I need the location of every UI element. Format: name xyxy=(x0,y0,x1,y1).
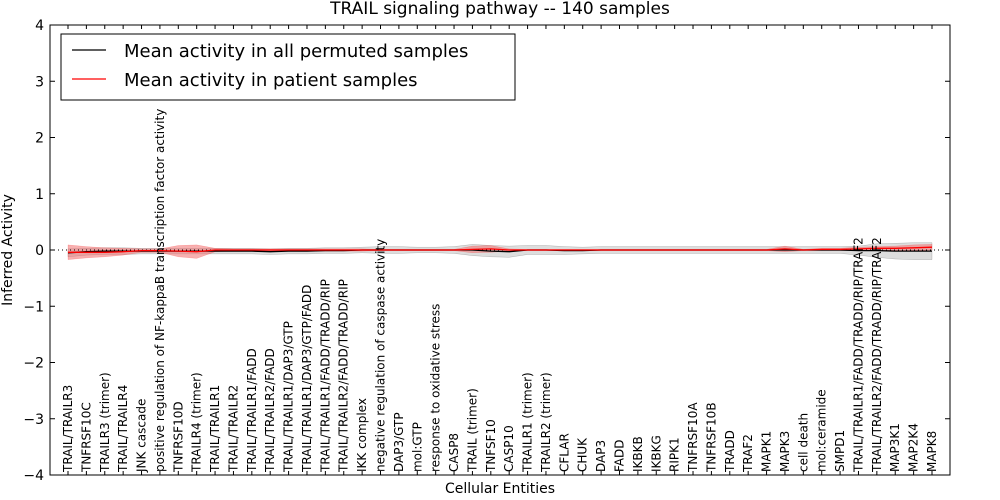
series-lines xyxy=(67,246,933,254)
x-tick-label: mol:GTP xyxy=(410,422,424,472)
x-tick-label: RIPK1 xyxy=(668,437,682,472)
y-axis: −4 −3 −2 −1 0 1 2 3 4 xyxy=(23,18,950,484)
x-tick-label: JNK cascade xyxy=(135,399,149,473)
y-tick-label: 3 xyxy=(35,74,44,90)
x-tick-label: TRAILR1 (trimer) xyxy=(521,372,535,473)
x-tick-label: TRAIL/TRAILR3 xyxy=(61,385,75,473)
x-tick-label: TNFRSF10D xyxy=(171,401,185,473)
x-axis-label: Cellular Entities xyxy=(445,481,555,497)
y-tick-label: −3 xyxy=(23,412,44,428)
y-tick-label: −2 xyxy=(23,356,44,372)
x-tick-label: TRAIL/TRAILR2/FADD/TRADD/RIP xyxy=(337,279,351,473)
x-tick-label: MAP2K4 xyxy=(907,423,921,472)
x-tick-label: negative regulation of caspase activity xyxy=(374,239,388,472)
x-tick-label: TRAIL (trimer) xyxy=(465,388,479,473)
x-tick-label: response to oxidative stress xyxy=(429,304,443,472)
x-tick-label: TRAIL/TRAILR4 xyxy=(116,385,130,473)
x-tick-label: TNFSF10 xyxy=(484,419,498,473)
x-tick-label: TRADD xyxy=(723,430,737,473)
series-line-permuted xyxy=(67,249,932,254)
y-tick-label: 2 xyxy=(35,131,44,147)
x-tick-label: MAPK8 xyxy=(925,431,939,472)
y-tick-label: −4 xyxy=(23,468,44,484)
x-tick-label: TNFRSF10B xyxy=(704,402,718,473)
x-tick-label: TRAIL/TRAILR1/DAP3/GTP xyxy=(282,321,296,473)
x-tick-label: TRAF2 xyxy=(741,434,755,473)
x-tick-label: TRAIL/TRAILR1/FADD/TRADD/RIP/TRAF2 xyxy=(851,237,865,473)
x-tick-label: TRAILR4 (trimer) xyxy=(190,372,204,473)
x-tick-label: FADD xyxy=(612,440,626,473)
x-tick-label: CHUK xyxy=(576,437,590,472)
legend-label-patient: Mean activity in patient samples xyxy=(124,70,418,91)
y-tick-label: 1 xyxy=(35,187,44,203)
x-tick-label: TRAILR2 (trimer) xyxy=(539,372,553,473)
x-tick-label: TNFRSF10C xyxy=(79,402,93,473)
y-axis-label: Inferred Activity xyxy=(0,194,16,306)
x-tick-label: SMPD1 xyxy=(833,430,847,472)
legend-label-permuted: Mean activity in all permuted samples xyxy=(124,41,468,62)
x-tick-label: TRAIL/TRAILR1/FADD xyxy=(245,348,259,473)
y-tick-label: 0 xyxy=(35,243,44,259)
x-tick-label: TNFRSF10A xyxy=(686,402,700,473)
legend-box xyxy=(60,33,516,101)
x-tick-label: IKBKG xyxy=(649,435,663,472)
x-tick-label: TRAIL/TRAILR2/FADD/TRADD/RIP/TRAF2 xyxy=(870,237,884,473)
x-tick-label: DAP3 xyxy=(594,440,608,472)
chart-title: TRAIL signaling pathway -- 140 samples xyxy=(329,0,670,19)
x-tick-label: TRAIL/TRAILR1 xyxy=(208,385,222,473)
x-tick-label: cell death xyxy=(796,413,810,472)
x-tick-label: TRAIL/TRAILR1/FADD/TRADD/RIP xyxy=(318,279,332,473)
x-tick-label: MAPK1 xyxy=(760,431,774,472)
x-tick-label: TRAIL/TRAILR1/DAP3/GTP/FADD xyxy=(300,285,314,473)
x-tick-label: MAP3K1 xyxy=(888,423,902,472)
y-tick-label: 4 xyxy=(35,18,44,34)
series-line-patient xyxy=(68,246,933,253)
x-tick-label: CFLAR xyxy=(557,433,571,472)
legend: Mean activity in all permuted samples Me… xyxy=(60,33,516,101)
x-tick-label: IKK complex xyxy=(355,398,369,472)
x-tick-label: DAP3/GTP xyxy=(392,412,406,472)
x-tick-label: IKBKB xyxy=(631,436,645,472)
y-tick-label: −1 xyxy=(23,299,44,315)
x-tick-label: MAPK3 xyxy=(778,431,792,472)
x-tick-label: CASP8 xyxy=(447,433,461,472)
x-tick-label: positive regulation of NF-kappaB transcr… xyxy=(153,109,167,472)
x-axis: TRAIL/TRAILR3 TNFRSF10C TRAILR3 (trimer) TR… xyxy=(61,25,939,475)
x-tick-label: TRAILR3 (trimer) xyxy=(98,372,112,473)
x-tick-label: CASP10 xyxy=(502,425,516,472)
x-tick-label: mol:ceramide xyxy=(815,389,829,472)
x-tick-label: TRAIL/TRAILR2/FADD xyxy=(263,348,277,473)
x-tick-label: TRAIL/TRAILR2 xyxy=(226,385,240,473)
